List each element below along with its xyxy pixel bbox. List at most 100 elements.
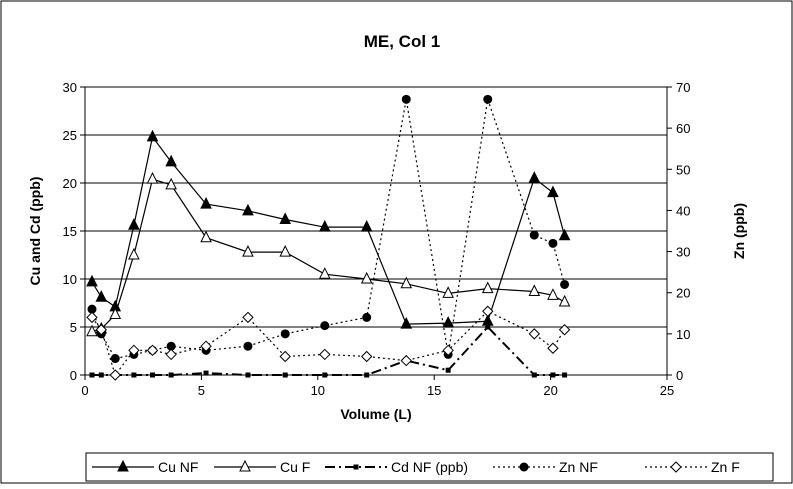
data-point: [98, 372, 104, 378]
y-left-tick-label: 10: [63, 272, 77, 287]
y-left-tick-label: 0: [70, 368, 77, 383]
data-point: [109, 307, 122, 320]
x-tick-label: 10: [311, 383, 325, 398]
y-axis-right-label: Zn (ppb): [731, 203, 747, 259]
data-point: [528, 328, 541, 340]
series-layer: [86, 94, 571, 381]
y-left-tick-label: 20: [63, 176, 77, 191]
legend-marker: [670, 461, 682, 473]
data-point: [165, 154, 177, 167]
y-right-tick-label: 20: [676, 286, 690, 301]
x-tick-label: 5: [198, 383, 205, 398]
data-point: [146, 172, 159, 184]
legend-marker: [117, 459, 129, 472]
legend-label: Cu F: [280, 459, 310, 475]
data-point: [128, 218, 140, 230]
data-point: [165, 348, 177, 361]
data-point: [319, 348, 331, 361]
chart-title: ME, Col 1: [364, 32, 441, 51]
data-point: [109, 369, 121, 381]
data-point: [364, 372, 370, 378]
legend-label: Cd NF (ppb): [391, 459, 468, 475]
data-point: [442, 286, 454, 298]
data-point: [482, 305, 494, 317]
data-point: [128, 344, 140, 357]
data-point: [442, 344, 454, 357]
data-point: [322, 372, 328, 378]
data-point: [200, 197, 212, 209]
y-right-tick-label: 0: [676, 368, 683, 383]
data-point: [485, 324, 491, 330]
data-point: [279, 245, 292, 257]
data-point: [95, 324, 108, 336]
data-point: [558, 294, 571, 307]
x-tick-label: 15: [427, 383, 441, 398]
data-point: [165, 177, 177, 190]
y-right-tick-label: 10: [676, 327, 690, 342]
data-point: [168, 372, 174, 378]
legend-label: Zn F: [711, 459, 740, 475]
x-tick-label: 0: [81, 383, 88, 398]
data-point: [547, 288, 559, 300]
legend-marker: [519, 462, 529, 472]
data-point: [558, 324, 571, 336]
data-point: [560, 279, 570, 289]
data-point: [110, 354, 120, 364]
y-right-tick-label: 40: [676, 203, 690, 218]
data-point: [242, 311, 254, 324]
y-right-tick-label: 60: [676, 121, 690, 136]
data-point: [86, 311, 98, 324]
data-point: [279, 350, 291, 363]
data-point: [150, 372, 156, 378]
data-point: [146, 129, 159, 142]
legend-label: Cu NF: [158, 459, 198, 475]
data-point: [547, 342, 559, 354]
data-point: [400, 317, 413, 329]
data-point: [200, 340, 212, 352]
series-line: [91, 325, 565, 376]
data-point: [87, 304, 97, 314]
data-point: [320, 321, 330, 331]
data-point: [86, 274, 98, 287]
data-point: [128, 247, 140, 260]
legend-label: Zn NF: [559, 459, 598, 475]
legend-marker: [239, 459, 251, 472]
data-point: [529, 230, 539, 240]
axes: 0 5 10 15 20 25 30 0 10 20 30 40 50 60 70 0 5 10 15 20 25: [63, 80, 691, 398]
data-point: [146, 344, 159, 357]
legend-box: [85, 452, 774, 482]
data-point: [481, 281, 494, 294]
data-point: [131, 372, 137, 378]
data-point: [166, 341, 176, 351]
y-right-tick-label: 70: [676, 80, 690, 95]
data-point: [531, 372, 537, 378]
data-point: [243, 341, 253, 351]
data-point: [360, 220, 373, 232]
x-tick-label: 20: [543, 383, 557, 398]
data-point: [445, 367, 451, 373]
y-right-tick-label: 30: [676, 245, 690, 260]
data-point: [483, 94, 493, 104]
data-point: [548, 238, 558, 248]
data-point: [400, 354, 412, 367]
y-left-tick-label: 30: [63, 80, 77, 95]
x-axis-label: Volume (L): [340, 406, 411, 422]
data-point: [245, 372, 251, 378]
data-point: [362, 312, 372, 322]
data-point: [95, 290, 108, 302]
y-axis-left-label: Cu and Cd (ppb): [27, 177, 43, 286]
data-point: [528, 171, 541, 183]
data-point: [318, 220, 331, 232]
data-point: [86, 324, 98, 337]
data-point: [558, 228, 571, 241]
data-point: [200, 230, 212, 243]
y-right-tick-label: 50: [676, 162, 690, 177]
y-left-tick-label: 5: [70, 320, 77, 335]
plot-grid: [85, 134, 667, 328]
data-point: [280, 329, 290, 339]
data-point: [550, 372, 556, 378]
data-point: [401, 94, 411, 104]
